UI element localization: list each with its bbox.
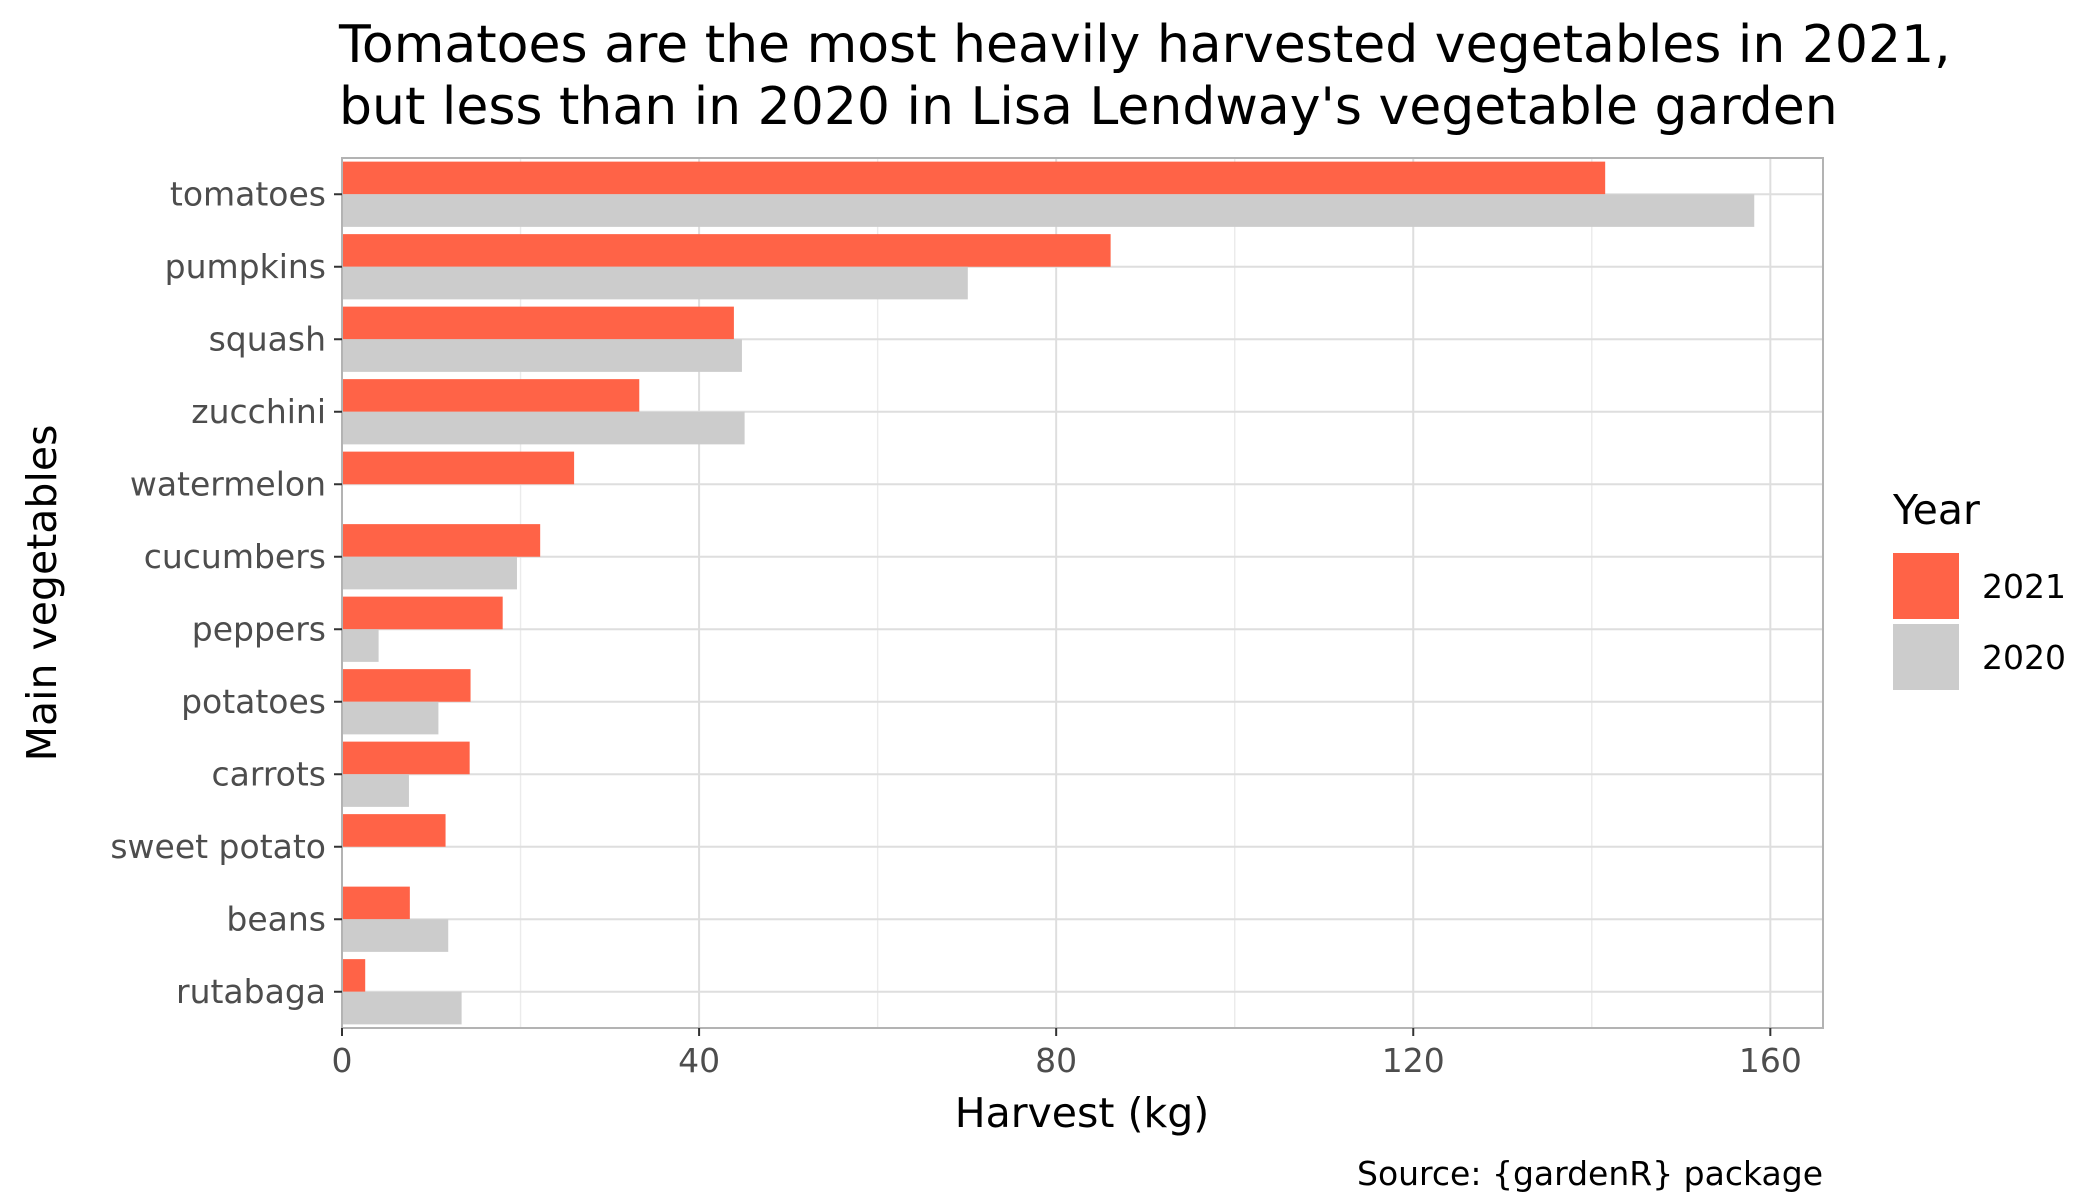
x-tick-label: 80 <box>1035 1041 1077 1080</box>
bar-2021 <box>342 886 410 920</box>
bar-2020 <box>342 266 968 300</box>
y-tick-label: peppers <box>192 609 326 648</box>
chart-caption: Source: {gardenR} package <box>1357 1154 1823 1193</box>
y-tick-label: carrots <box>211 754 326 793</box>
bar-2021 <box>342 379 640 412</box>
y-tick-label: rutabaga <box>176 972 326 1011</box>
y-tick-label: pumpkins <box>165 247 326 286</box>
x-axis-title: Harvest (kg) <box>955 1089 1210 1137</box>
y-axis-title: Main vegetables <box>18 425 66 762</box>
bar-2021 <box>342 524 541 557</box>
chart-title-line-1: Tomatoes are the most heavily harvested … <box>338 15 1951 75</box>
y-axis-ticks: tomatoes pumpkins squash zucchini watermelon… <box>110 174 342 1011</box>
y-tick-label: watermelon <box>130 464 326 503</box>
legend-label-2020: 2020 <box>1982 638 2066 677</box>
bar-2020 <box>342 194 1755 227</box>
bar-2020 <box>342 339 742 372</box>
y-tick-label: cucumbers <box>144 537 326 576</box>
bar-2020 <box>342 701 439 735</box>
y-tick-label: zucchini <box>191 392 326 431</box>
y-tick-label: squash <box>209 319 326 358</box>
bar-2020 <box>342 629 379 662</box>
plot-border <box>341 157 1824 1029</box>
legend-label-2021: 2021 <box>1982 567 2066 606</box>
legend: Year 2021 2020 <box>1892 486 2066 690</box>
bar-2021 <box>342 451 575 485</box>
legend-items: 2021 2020 <box>1893 553 2066 690</box>
bar-2020 <box>342 919 449 952</box>
bar-2021 <box>342 741 470 775</box>
x-tick-label: 0 <box>332 1041 353 1080</box>
bar-2021 <box>342 814 446 847</box>
x-tick-label: 40 <box>678 1041 720 1080</box>
bar-2021 <box>342 234 1111 267</box>
y-tick-label: beans <box>226 899 326 938</box>
y-tick-label: sweet potato <box>110 827 326 866</box>
bars <box>342 161 1755 1025</box>
y-tick-label: potatoes <box>181 682 326 721</box>
legend-title: Year <box>1892 486 1980 534</box>
chart-title: Tomatoes are the most heavily harvested … <box>338 15 1951 137</box>
x-tick-label: 120 <box>1382 1041 1445 1080</box>
bar-2021 <box>342 669 471 702</box>
x-axis-ticks: 0 40 80 120 160 <box>332 1028 1802 1080</box>
legend-swatch-2021 <box>1893 553 1959 619</box>
y-tick-label: tomatoes <box>170 174 326 213</box>
bar-2021 <box>342 306 734 340</box>
chart-title-line-2: but less than in 2020 in Lisa Lendway's … <box>339 77 1838 137</box>
plot-panel <box>342 158 1823 1028</box>
bar-2020 <box>342 556 517 590</box>
legend-swatch-2020 <box>1893 624 1959 690</box>
x-tick-label: 160 <box>1739 1041 1802 1080</box>
bar-2021 <box>342 161 1606 195</box>
bar-2021 <box>342 596 503 630</box>
bar-2021 <box>342 959 366 992</box>
bar-2020 <box>342 411 745 445</box>
bar-2020 <box>342 774 409 807</box>
bar-2020 <box>342 991 462 1025</box>
